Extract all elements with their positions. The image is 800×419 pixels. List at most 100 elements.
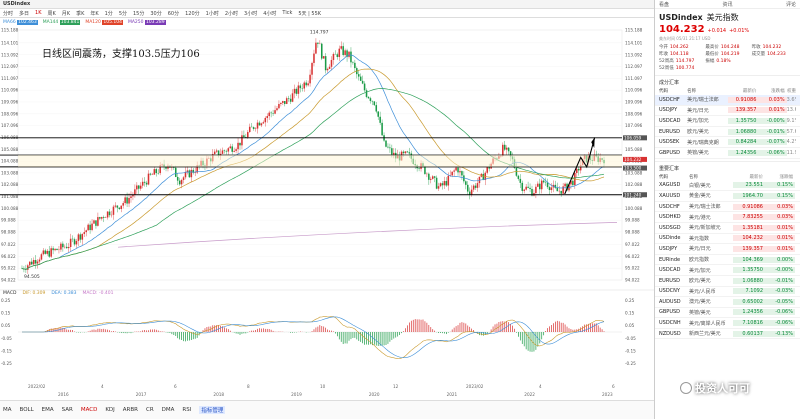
symbol-title: USDindex (3, 1, 31, 7)
candle-body (579, 165, 582, 171)
table-row[interactable]: USDCHF 美元/瑞士法郎 0.91086 0.03% (655, 202, 800, 213)
period-18[interactable]: 5天 | 55K (298, 10, 322, 17)
quote-price: 104.232 +0.014 +0.01% (655, 23, 800, 36)
table-row[interactable]: USDSGD 美元/新加坡元 1.35181 0.01% (655, 223, 800, 234)
candle-body (408, 152, 411, 154)
indicator-tab-6[interactable]: ARBR (122, 407, 138, 413)
period-7[interactable]: 1分 (104, 10, 113, 17)
table-row[interactable]: USDCAD 美元/加元 1.35750-0.00%9.1% (655, 116, 800, 127)
table-row[interactable]: USDSEK 美元/瑞典克朗 0.84284-0.07%4.2% (655, 137, 800, 148)
table-row[interactable]: AUDUSD 澳元/美元 0.65002 -0.05% (655, 297, 800, 308)
indicator-tab-9[interactable]: RSI (182, 407, 192, 413)
cell-code: USDCNY (659, 288, 680, 295)
column-header[interactable]: 权重 (786, 89, 796, 94)
cell-chg: 0.00% (765, 256, 795, 263)
table-row[interactable]: XAUUSD 黄金/美元 1964.70 0.15% (655, 191, 800, 202)
indicator-tab-5[interactable]: KDJ (105, 407, 115, 413)
table-row[interactable]: USDinde 美元指数 104.232 0.01% (655, 234, 800, 245)
column-header[interactable]: 最新价 (742, 89, 757, 94)
table-row[interactable]: USDCNH 美元/离岸人民币 7.10816 -0.06% (655, 318, 800, 329)
table-row[interactable]: GBPUSD 英镑/美元 1.24356-0.06%11.9% (655, 148, 800, 159)
column-header[interactable]: 名称 (689, 174, 698, 180)
table-row[interactable]: XAGUSD 白银/美元 23.551 0.15% (655, 181, 800, 192)
period-2[interactable]: 1K (35, 10, 42, 16)
price-tick-label-left: 99.088 (1, 218, 16, 223)
price-change: +0.014 (707, 28, 727, 34)
time-tick-label: 4 (539, 384, 542, 389)
candle-body (215, 150, 218, 152)
price-tick-label: 110.096 (625, 88, 643, 93)
tab-comments[interactable]: 评论 (785, 1, 796, 8)
column-header[interactable]: 涨跌幅 (771, 89, 785, 94)
column-header[interactable]: 名称 (687, 89, 697, 94)
period-16[interactable]: 4小时 (263, 10, 277, 17)
price-tick-label-left: 108.096 (1, 111, 19, 116)
period-4[interactable]: 月K (61, 10, 71, 17)
price-tick-label-left: 111.097 (1, 76, 19, 81)
candle-body (73, 239, 76, 245)
price-tick-label-left: 105.088 (1, 147, 19, 152)
candle-body (357, 74, 360, 77)
macd-tick-label: 0.25 (625, 298, 635, 303)
period-15[interactable]: 3小时 (244, 10, 258, 17)
level-tag-label: 104.232 (624, 157, 642, 162)
table-row[interactable]: EURUSD 欧元/美元 1.06880 -0.01% (655, 276, 800, 287)
column-header[interactable]: 最新价 (749, 174, 764, 180)
tab-news[interactable]: 资讯 (722, 1, 733, 8)
macd-tick-label-left: -0.25 (1, 361, 12, 366)
table-row[interactable]: USDCNY 美元/人民币 7.1092 -0.03% (655, 287, 800, 298)
period-1[interactable]: 多日 (19, 10, 30, 17)
column-header[interactable]: 涨跌幅 (779, 174, 794, 180)
candle-body (274, 110, 276, 114)
table-row[interactable]: USDCAD 美元/加元 1.35750 -0.00% (655, 265, 800, 276)
column-header[interactable]: 代码 (659, 174, 668, 180)
table-row[interactable]: EURinde 欧元指数 104.369 0.00% (655, 255, 800, 266)
period-11[interactable]: 60分 (167, 10, 180, 17)
candle-body (503, 144, 506, 150)
indicator-tab-4[interactable]: MACD (80, 407, 98, 413)
table-row[interactable]: USDJPY 美元/日元 139.357 0.01% (655, 244, 800, 255)
candle-body (65, 246, 68, 249)
period-10[interactable]: 30分 (150, 10, 162, 17)
period-12[interactable]: 120分 (185, 10, 200, 17)
indicator-tab-8[interactable]: DMA (161, 407, 175, 413)
indicator-tab-0[interactable]: MA (3, 407, 12, 413)
macd-dea: DEA: 0.383 (51, 291, 77, 296)
period-17[interactable]: Tick (282, 10, 293, 16)
period-6[interactable]: 年K (90, 10, 99, 17)
candle-body (338, 48, 341, 57)
candle-body (229, 146, 232, 149)
indicator-tab-10[interactable]: 指标管理 (199, 406, 226, 414)
candle-body (89, 224, 91, 231)
price-tick-label-left: 109.096 (1, 99, 19, 104)
candle-body (221, 150, 224, 154)
candle-body (118, 207, 121, 210)
period-3[interactable]: 周K (47, 10, 56, 17)
period-8[interactable]: 5分 (118, 10, 127, 17)
cell-chg: 0.15% (765, 192, 795, 199)
indicator-tab-1[interactable]: BOLL (19, 407, 34, 413)
cell-code: GBPUSD (659, 149, 681, 156)
candle-body (509, 151, 512, 157)
cell-price: 1.35181 (733, 224, 765, 231)
table-row[interactable]: NZDUSD 新西兰元/美元 0.60137 -0.13% (655, 329, 800, 340)
tab-watch[interactable]: 看盘 (659, 1, 670, 8)
kline-chart[interactable]: 115.188 115.188 114.101 114.101 113.092 113.0… (0, 18, 654, 400)
period-13[interactable]: 1小时 (205, 10, 219, 17)
table-row[interactable]: USDHKD 美元/港元 7.83255 0.03% (655, 212, 800, 223)
period-0[interactable]: 分时 (3, 10, 14, 17)
candle-body (77, 234, 80, 241)
period-5[interactable]: 季K (76, 10, 85, 17)
indicator-tab-7[interactable]: CR (145, 407, 154, 413)
column-header[interactable]: 代码 (659, 89, 668, 94)
indicator-tab-2[interactable]: EMA (41, 407, 54, 413)
indicator-tab-3[interactable]: SAR (61, 407, 73, 413)
year-tick-label: 2019 (291, 392, 302, 397)
period-9[interactable]: 15分 (133, 10, 145, 17)
table-row[interactable]: GBPUSD 英镑/美元 1.24356 -0.06% (655, 308, 800, 319)
period-14[interactable]: 2小时 (224, 10, 239, 17)
candle-body (62, 243, 64, 248)
table-row[interactable]: EURUSD 欧元/美元 1.06880-0.01%57.6% (655, 127, 800, 138)
